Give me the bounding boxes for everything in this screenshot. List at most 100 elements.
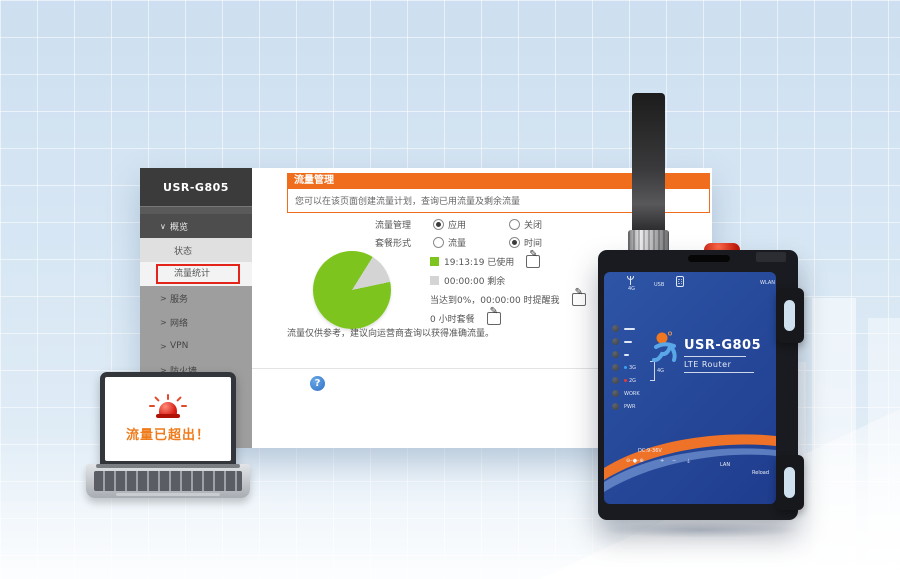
red-dot-icon bbox=[624, 379, 627, 382]
radio-unselected-icon[interactable] bbox=[509, 218, 520, 230]
port-label-usb: USB bbox=[654, 282, 665, 288]
minus-terminal-label: − bbox=[672, 458, 677, 464]
page-header-box: 流量管理 您可以在该页面创建流量计划，查询已用流量及剩余流量 bbox=[287, 173, 710, 213]
laptop-keyboard bbox=[94, 471, 242, 491]
antenna-port-icon bbox=[626, 276, 635, 285]
legend-row-remaining: 00:00:00 剩余 bbox=[430, 271, 586, 289]
page-description: 您可以在该页面创建流量计划，查询已用流量及剩余流量 bbox=[287, 189, 710, 213]
form-row-plan-type: 套餐形式 流量 时间 bbox=[375, 233, 585, 251]
led-pwr: PWR bbox=[612, 400, 640, 413]
orange-swoosh-graphic bbox=[604, 434, 776, 492]
pie-legend: 19:13:19 已使用 ✎ 00:00:00 剩余 当达到0%，00:00:0… bbox=[430, 249, 586, 328]
siren-alarm-icon bbox=[149, 394, 187, 421]
radio-option-disable[interactable]: 关闭 bbox=[509, 218, 585, 231]
signal-bar-icon bbox=[624, 353, 629, 356]
plus-terminal-label: + bbox=[660, 458, 665, 464]
form-label: 套餐形式 bbox=[375, 238, 412, 249]
laptop-screen-bezel: 流量已超出！ bbox=[100, 372, 236, 464]
led-group-4g: 4G bbox=[650, 361, 664, 381]
chevron-right-icon: > bbox=[160, 341, 167, 351]
led-signal-strong bbox=[612, 322, 640, 335]
form-label: 流量管理 bbox=[375, 220, 412, 231]
legend-row-reminder: 当达到0%，00:00:00 时提醒我 ✎ bbox=[430, 287, 586, 308]
sidebar-divider bbox=[140, 206, 252, 214]
led-signal-weak bbox=[612, 348, 640, 361]
traffic-exceeded-alert: 流量已超出！ bbox=[125, 428, 210, 443]
router-shadow bbox=[600, 522, 800, 538]
chevron-down-icon: ∨ bbox=[160, 221, 166, 231]
legend-swatch-remaining bbox=[430, 275, 439, 285]
chevron-right-icon: > bbox=[160, 365, 167, 375]
radio-selected-icon[interactable] bbox=[433, 218, 444, 230]
brand-divider bbox=[684, 372, 754, 373]
top-connector bbox=[756, 252, 786, 262]
lan-port-label: LAN bbox=[720, 462, 731, 468]
page-title: 流量管理 bbox=[287, 173, 710, 189]
footer-note: 流量仅供参考，建议向运营商查询以获得准确流量。 bbox=[287, 329, 495, 339]
traffic-pie-chart bbox=[313, 251, 391, 329]
laptop-keyboard-deck bbox=[86, 464, 250, 498]
edit-icon[interactable]: ✎ bbox=[526, 249, 541, 268]
edit-icon[interactable]: ✎ bbox=[571, 287, 586, 306]
mounting-bracket bbox=[776, 455, 804, 510]
edit-icon[interactable]: ✎ bbox=[486, 306, 501, 325]
form-row-traffic-management: 流量管理 应用 关闭 bbox=[375, 215, 585, 233]
router-model-type: LTE Router bbox=[684, 360, 732, 369]
router-model-name: USR-G805 bbox=[684, 338, 762, 353]
sidebar-item-firewall[interactable]: > 防火墙 bbox=[140, 358, 252, 382]
help-icon[interactable]: ? bbox=[310, 376, 325, 391]
radio-unselected-icon[interactable] bbox=[433, 236, 444, 248]
led-work: WORK bbox=[612, 387, 640, 400]
content-area: 流量管理 您可以在该页面创建流量计划，查询已用流量及剩余流量 流量管理 应用 关… bbox=[252, 168, 712, 448]
bracket-icon bbox=[650, 361, 655, 381]
led-icon bbox=[612, 377, 619, 384]
mounting-bracket bbox=[776, 288, 804, 343]
led-icon bbox=[612, 364, 619, 371]
router-front-panel: 4G USB WLAN bbox=[604, 272, 776, 504]
sim-card-icon bbox=[676, 276, 684, 287]
blue-dot-icon bbox=[624, 366, 627, 369]
reload-button-label: Reload bbox=[752, 470, 770, 476]
polarity-icon: ⊖–●–⊕ bbox=[626, 458, 644, 464]
brand-divider bbox=[684, 356, 746, 357]
chevron-right-icon: > bbox=[160, 317, 167, 327]
radio-selected-icon[interactable] bbox=[509, 236, 520, 248]
led-2g: 2G bbox=[612, 374, 640, 387]
antenna-icon bbox=[632, 93, 665, 232]
sidebar-device-title: USR-G805 bbox=[140, 168, 252, 206]
sidebar-item-vpn[interactable]: > VPN bbox=[160, 341, 189, 351]
led-icon bbox=[612, 403, 619, 410]
led-signal-mid bbox=[612, 335, 640, 348]
led-icon bbox=[612, 338, 619, 345]
legend-row-plan: 0 小时套餐 ✎ bbox=[430, 306, 586, 327]
laptop: 流量已超出！ bbox=[86, 372, 250, 498]
ground-icon: ⏚ bbox=[686, 459, 692, 465]
chevron-right-icon: > bbox=[160, 293, 167, 303]
sidebar-item-traffic-stats[interactable]: 流量统计 bbox=[140, 262, 252, 286]
content-divider bbox=[252, 368, 712, 369]
router-branding: USR-G805 LTE Router bbox=[684, 338, 761, 373]
radio-option-enable[interactable]: 应用 bbox=[433, 218, 509, 231]
laptop-hinge bbox=[96, 464, 240, 468]
active-highlight-box: 流量统计 bbox=[156, 264, 240, 284]
laptop-screen: 流量已超出！ bbox=[105, 377, 231, 461]
radio-option-by-time[interactable]: 时间 bbox=[509, 236, 585, 249]
power-label: DC:9-36V bbox=[638, 448, 662, 454]
sidebar-item-network[interactable]: > 网络 bbox=[160, 317, 189, 329]
sidebar-item-overview[interactable]: ∨ 概览 bbox=[140, 214, 252, 238]
laptop-touchpad bbox=[116, 493, 220, 496]
port-label-4g: 4G bbox=[628, 286, 636, 292]
led-icon bbox=[612, 351, 619, 358]
port-label-wlan: WLAN bbox=[760, 280, 776, 286]
sidebar-item-status[interactable]: 状态 bbox=[140, 238, 252, 262]
led-icon bbox=[612, 325, 619, 332]
radio-option-by-data[interactable]: 流量 bbox=[433, 236, 509, 249]
signal-bar-icon bbox=[624, 340, 632, 343]
top-vent-slot bbox=[688, 255, 730, 262]
sidebar-item-service[interactable]: > 服务 bbox=[160, 293, 189, 305]
led-column: 3G 2G WORK PWR bbox=[612, 322, 640, 413]
usr-mascot-logo bbox=[652, 331, 677, 363]
legend-row-used: 19:13:19 已使用 ✎ bbox=[430, 249, 586, 270]
led-icon bbox=[612, 390, 619, 397]
